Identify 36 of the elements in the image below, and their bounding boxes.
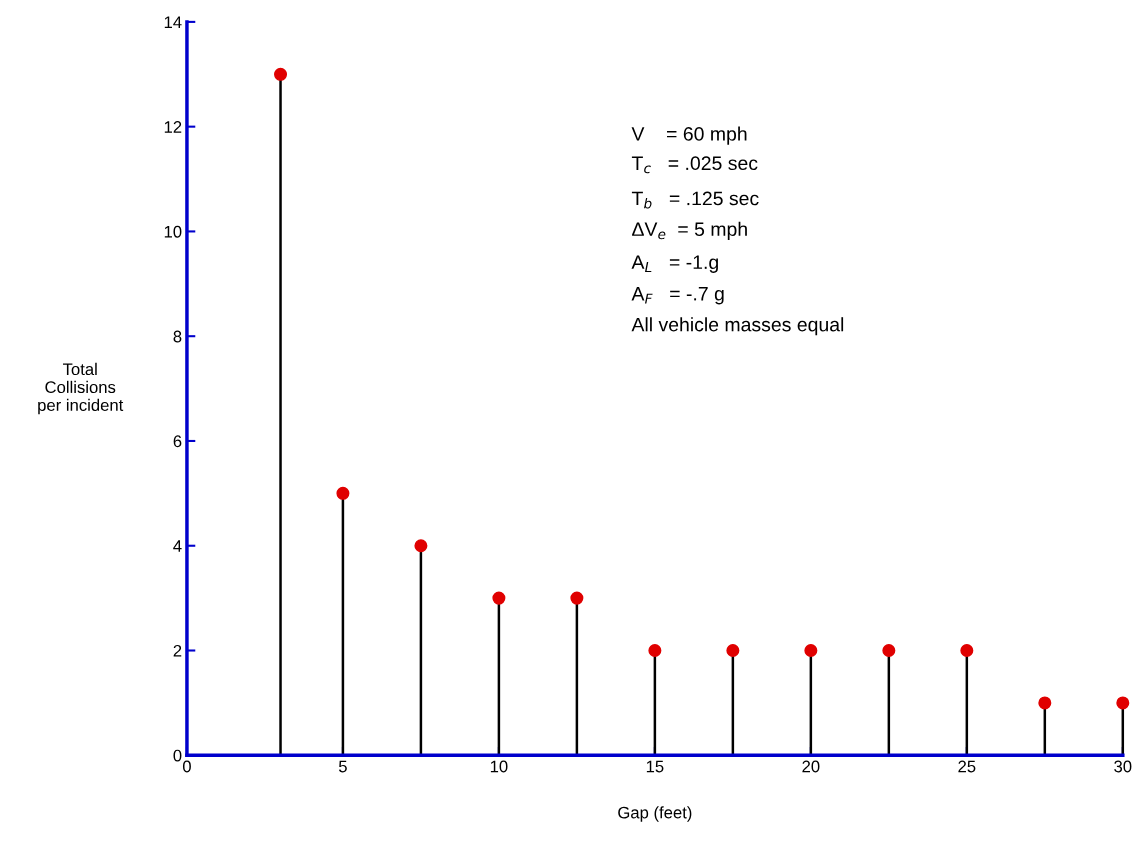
y-tick-label: 6 — [173, 435, 182, 448]
text: A$_{L}$ = -1.g — [631, 255, 718, 273]
x-tick-label: 20 — [802, 760, 820, 773]
point — [1038, 696, 1052, 710]
point — [1116, 696, 1130, 710]
text: T$_{c}$ = .025 sec — [631, 156, 758, 174]
y-tick-label: 8 — [173, 330, 182, 343]
point — [804, 644, 818, 658]
point — [960, 644, 974, 658]
x-tick-label: 30 — [1114, 760, 1132, 773]
point — [492, 591, 506, 605]
point — [336, 486, 350, 500]
point — [882, 644, 896, 658]
x-axis-title: Gap (feet) — [618, 806, 692, 822]
point — [414, 539, 428, 553]
point — [570, 591, 584, 605]
x-tick-label: 10 — [490, 760, 508, 773]
y-tick-label: 12 — [164, 121, 182, 133]
annotation: ΔV$_{e}$ = 5 mph — [632, 221, 747, 240]
text: A$_{F}$ = -.7 g — [631, 287, 724, 305]
point — [726, 644, 740, 658]
point — [648, 644, 662, 658]
annotation: All vehicle masses equal — [631, 317, 844, 336]
point — [274, 67, 288, 81]
x-tick-label: 15 — [646, 760, 664, 773]
y-tick-label: 4 — [173, 540, 182, 552]
y-axis-title: Total Collisions per incident — [38, 362, 124, 415]
x-tick-label: 0 — [182, 760, 191, 773]
text: T$_{b}$ = .125 sec — [631, 191, 759, 209]
x-tick-label: 5 — [338, 760, 347, 773]
y-tick-label: 2 — [173, 644, 182, 657]
y-tick-label: 0 — [173, 749, 182, 762]
x-tick-label: 25 — [958, 760, 976, 773]
y-tick-label: 14 — [164, 16, 182, 28]
y-tick-label: 10 — [164, 225, 182, 238]
annotation: V = 60 mph — [631, 126, 747, 145]
